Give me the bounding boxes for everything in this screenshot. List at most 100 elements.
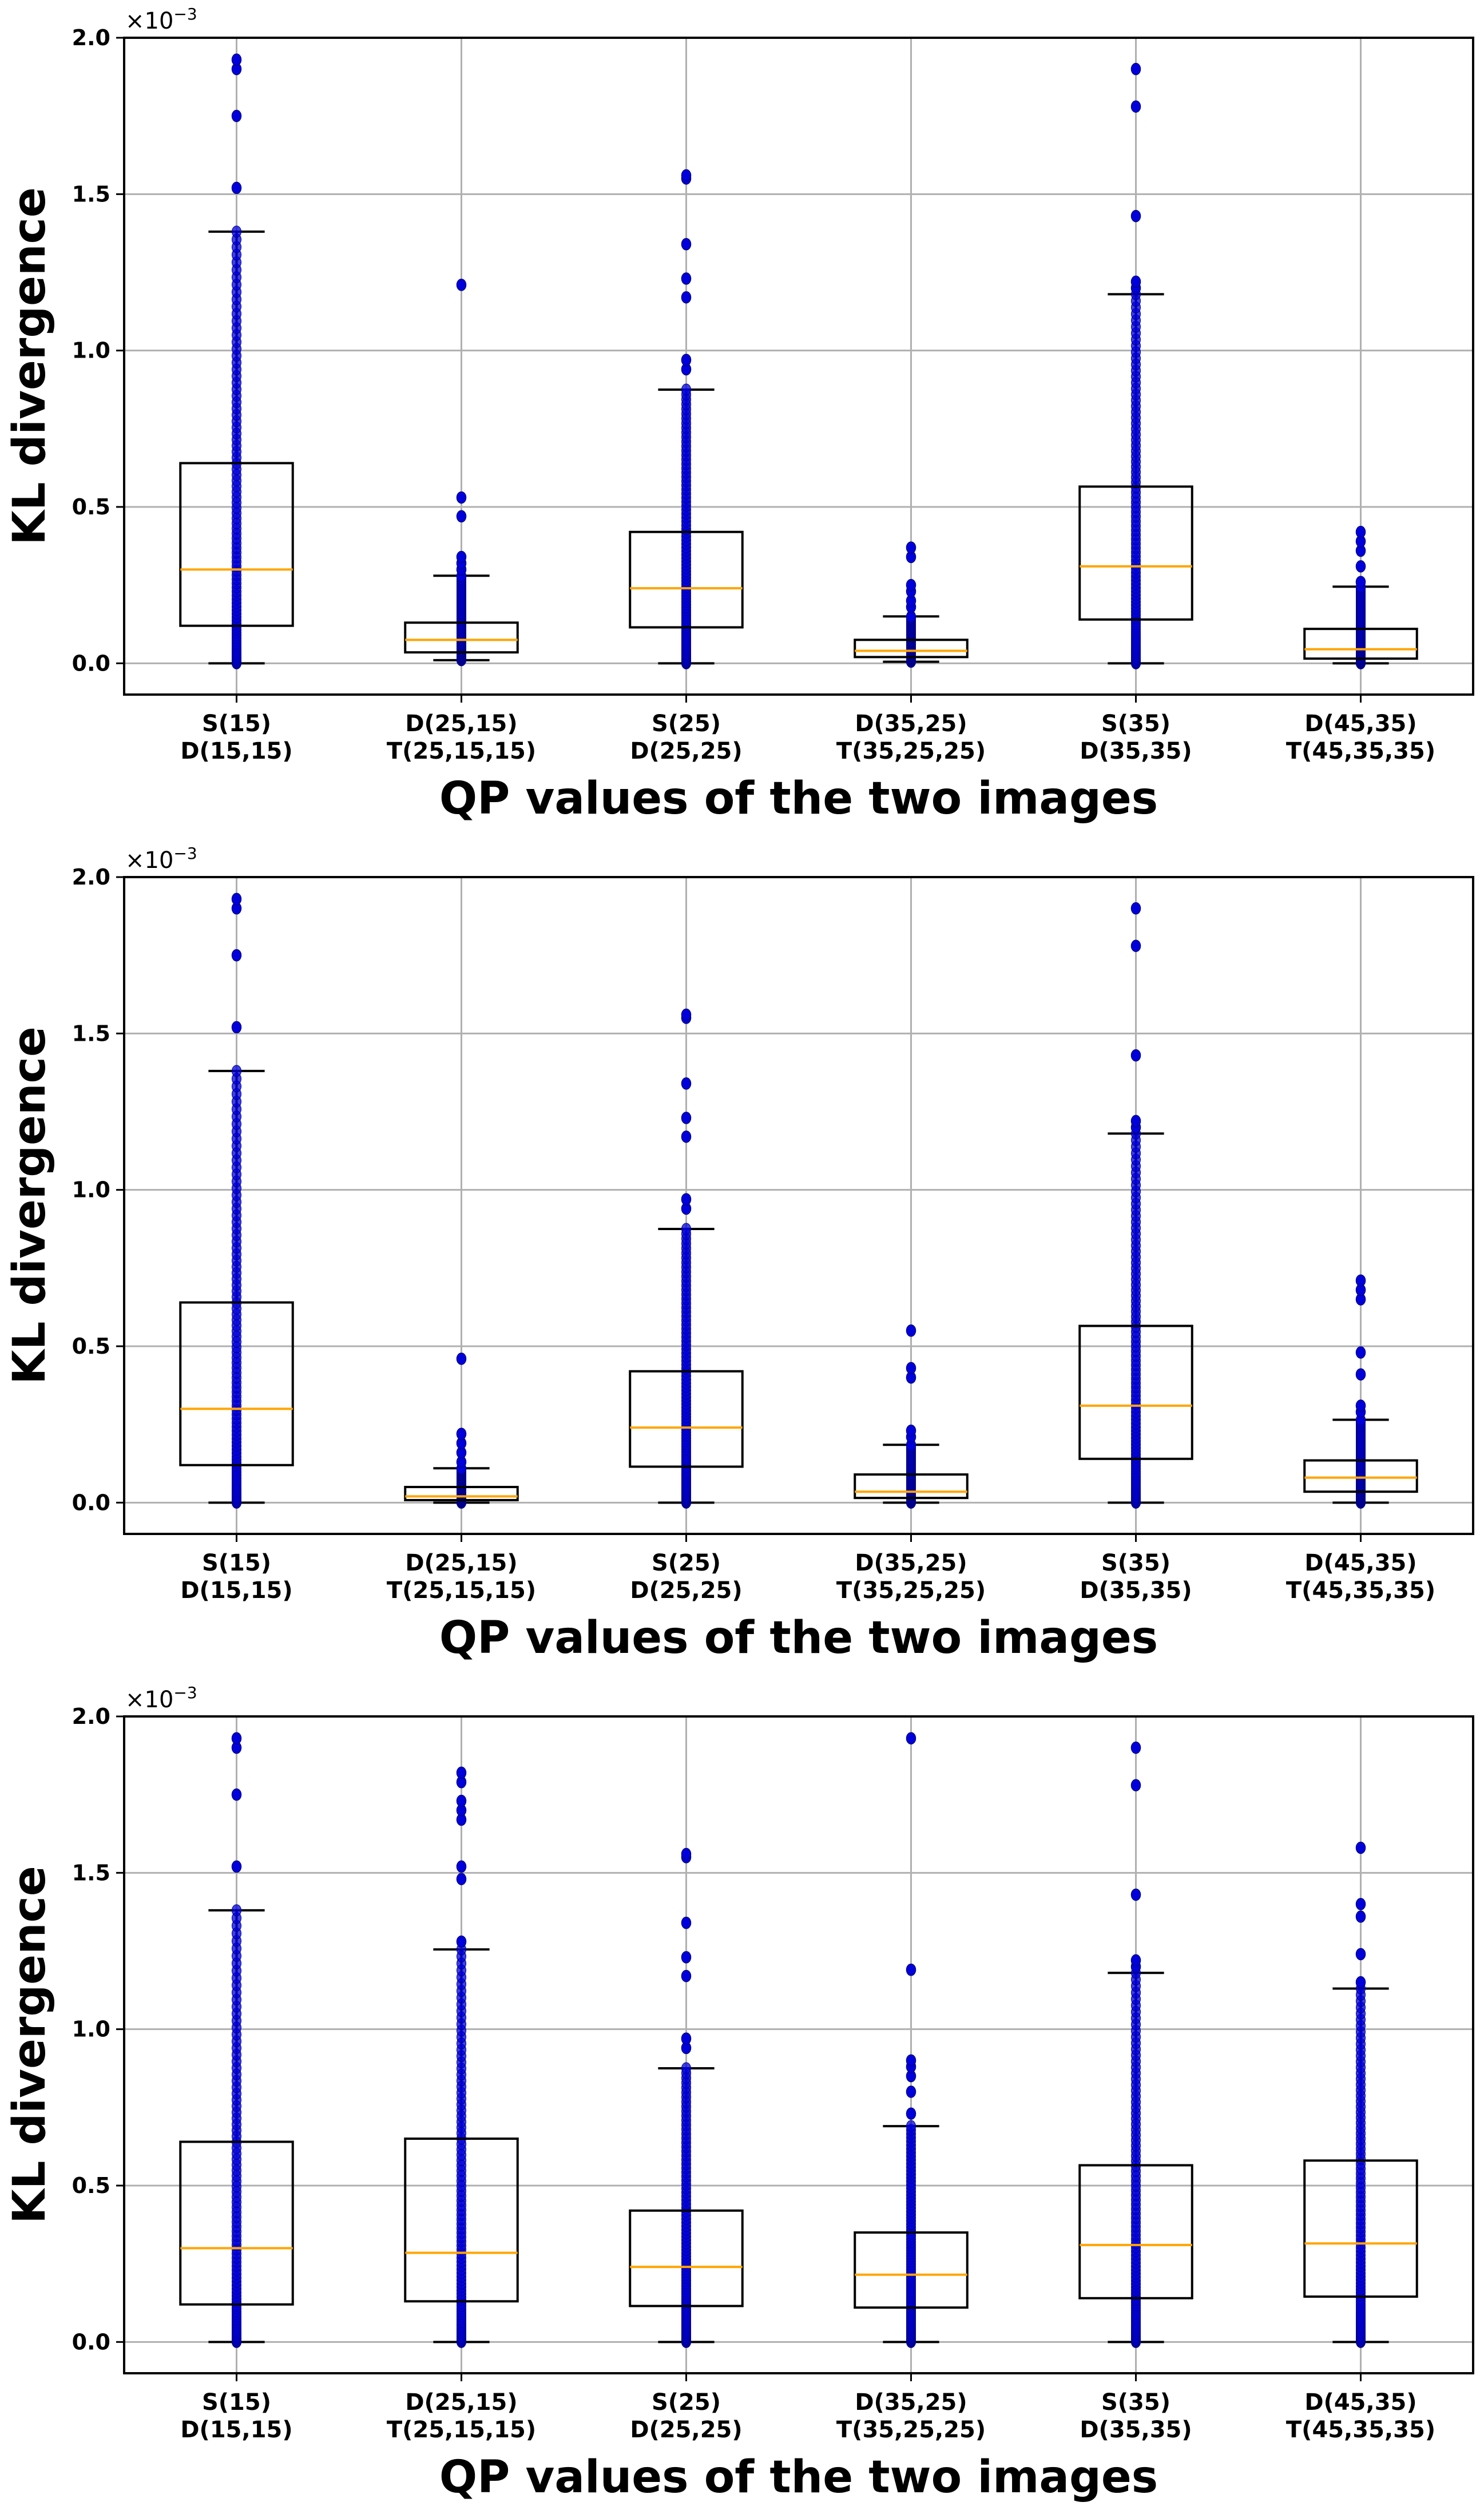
gridlines <box>124 37 1473 695</box>
x-tick-label-line1: D(25,15) <box>405 2389 517 2416</box>
flier-point <box>456 279 467 291</box>
flier-point <box>681 354 692 366</box>
flier-point <box>1355 1948 1366 1961</box>
x-tick-label-line2: D(15,15) <box>180 738 292 764</box>
x-tick-label-line1: D(25,15) <box>405 1550 517 1576</box>
flier-point <box>456 1766 467 1779</box>
box-6 <box>1303 525 1418 669</box>
box-rect <box>1078 2164 1193 2299</box>
gridlines <box>124 1715 1473 2373</box>
y-tick-label: 0.5 <box>72 494 110 520</box>
y-tick-label: 1.0 <box>72 1177 110 1203</box>
flier-point <box>1355 1841 1366 1854</box>
flier-point <box>1130 1115 1141 1128</box>
y-tick-label: 2.0 <box>72 865 110 890</box>
data-points <box>1130 62 1141 669</box>
flier-point <box>681 1917 692 1929</box>
x-tick-label-line1: S(35) <box>1101 1550 1170 1576</box>
x-tick-label-line1: S(35) <box>1101 2389 1170 2416</box>
box-2 <box>404 1766 519 2348</box>
boxplot-chart-bottom: 0.0 0.5 1.0 1.5 2.0 S(15)D(15,15) D(25,15)T(25… <box>4 1683 1474 2503</box>
axes-frame <box>123 876 1474 1535</box>
x-tick-label-line1: D(35,25) <box>855 1550 967 1576</box>
flier-point <box>1355 576 1366 588</box>
flier-point <box>1130 1954 1141 1967</box>
x-tick-label-line2: T(25,15,15) <box>387 1577 536 1604</box>
flier-point <box>231 109 242 122</box>
box-rect <box>179 462 294 627</box>
x-tick-label-line2: D(15,15) <box>180 2417 292 2443</box>
y-tick-label: 1.0 <box>72 338 110 363</box>
x-axis-label: QP values of the two images <box>439 2452 1158 2503</box>
data-points <box>1355 525 1366 669</box>
flier-point <box>231 181 242 195</box>
box-4 <box>854 1324 969 1509</box>
flier-point <box>1355 1368 1366 1381</box>
x-tick-label-line2: T(35,25,25) <box>836 738 986 764</box>
flier-point <box>906 1324 916 1337</box>
data-point <box>681 1223 691 1235</box>
x-tick-label-line1: D(35,25) <box>855 711 967 737</box>
box-rect <box>404 1486 519 1501</box>
y-tick-label: 0.0 <box>72 1490 110 1515</box>
x-tick-label-line2: D(25,25) <box>630 738 742 764</box>
y-tick-label: 0.5 <box>72 1334 110 1359</box>
flier-point <box>456 1860 467 1873</box>
box-5 <box>1078 902 1193 1509</box>
box-rect <box>1303 628 1418 660</box>
box-1 <box>179 1732 294 2348</box>
flier-point <box>1130 1741 1141 1754</box>
data-points <box>231 53 242 669</box>
flier-point <box>1355 1274 1366 1287</box>
x-tick-label-line1: S(15) <box>202 1550 271 1576</box>
box-4 <box>854 1732 969 2348</box>
flier-point <box>1355 1976 1366 1989</box>
boxplot-chart-top: 0.0 0.5 1.0 1.5 2.0 S(15)D(15,15) D(25,15)T(25… <box>4 5 1474 824</box>
flier-point <box>681 238 692 251</box>
x-tick-label-line2: T(25,15,15) <box>387 738 536 764</box>
flier-point <box>231 1021 242 1034</box>
data-points <box>906 541 916 668</box>
data-points <box>231 893 242 1509</box>
box-rect <box>179 1301 294 1466</box>
flier-point <box>456 1794 467 1807</box>
data-points <box>1355 1841 1366 2348</box>
x-tick-label-line1: D(25,15) <box>405 711 517 737</box>
boxplot-chart-middle: 0.0 0.5 1.0 1.5 2.0 S(15)D(15,15) D(25,15)T(25… <box>4 844 1474 1664</box>
flier-point <box>231 1860 242 1873</box>
flier-point <box>1130 275 1141 288</box>
x-axis-label: QP values of the two images <box>439 773 1158 824</box>
flier-point <box>681 272 692 285</box>
box-1 <box>179 893 294 1509</box>
flier-point <box>681 1008 692 1021</box>
data-points <box>456 1766 467 2348</box>
x-tick-label-line1: D(45,35) <box>1304 711 1416 737</box>
x-tick-label-line2: D(25,25) <box>630 1577 742 1604</box>
data-points <box>906 1732 916 2348</box>
flier-point <box>456 491 467 504</box>
data-points <box>681 1008 692 1509</box>
y-scale-factor: ×10−3 <box>125 5 197 34</box>
box-rect <box>1303 2159 1418 2298</box>
x-tick-label-line2: T(35,25,25) <box>836 1577 986 1604</box>
x-tick-label-line2: D(35,35) <box>1080 1577 1192 1604</box>
flier-point <box>681 291 692 304</box>
flier-point <box>231 1788 242 1801</box>
y-tick-label: 1.5 <box>72 1860 110 1885</box>
box-1 <box>179 53 294 669</box>
flier-point <box>906 2054 916 2067</box>
flier-point <box>456 1427 467 1440</box>
y-scale-factor: ×10−3 <box>125 844 197 874</box>
data-point <box>906 2120 916 2132</box>
flier-point <box>1355 525 1366 538</box>
flier-point <box>681 1112 692 1124</box>
flier-point <box>1355 560 1366 573</box>
box-rect <box>629 1370 744 1468</box>
x-tick-label-line1: D(45,35) <box>1304 1550 1416 1576</box>
x-tick-label-line2: T(25,15,15) <box>387 2417 536 2443</box>
box-rect <box>179 2140 294 2306</box>
data-points <box>681 169 692 669</box>
y-axis: 0.0 0.5 1.0 1.5 2.0 <box>72 1704 124 2354</box>
flier-point <box>1355 1910 1366 1923</box>
box-rect <box>1078 1325 1193 1460</box>
